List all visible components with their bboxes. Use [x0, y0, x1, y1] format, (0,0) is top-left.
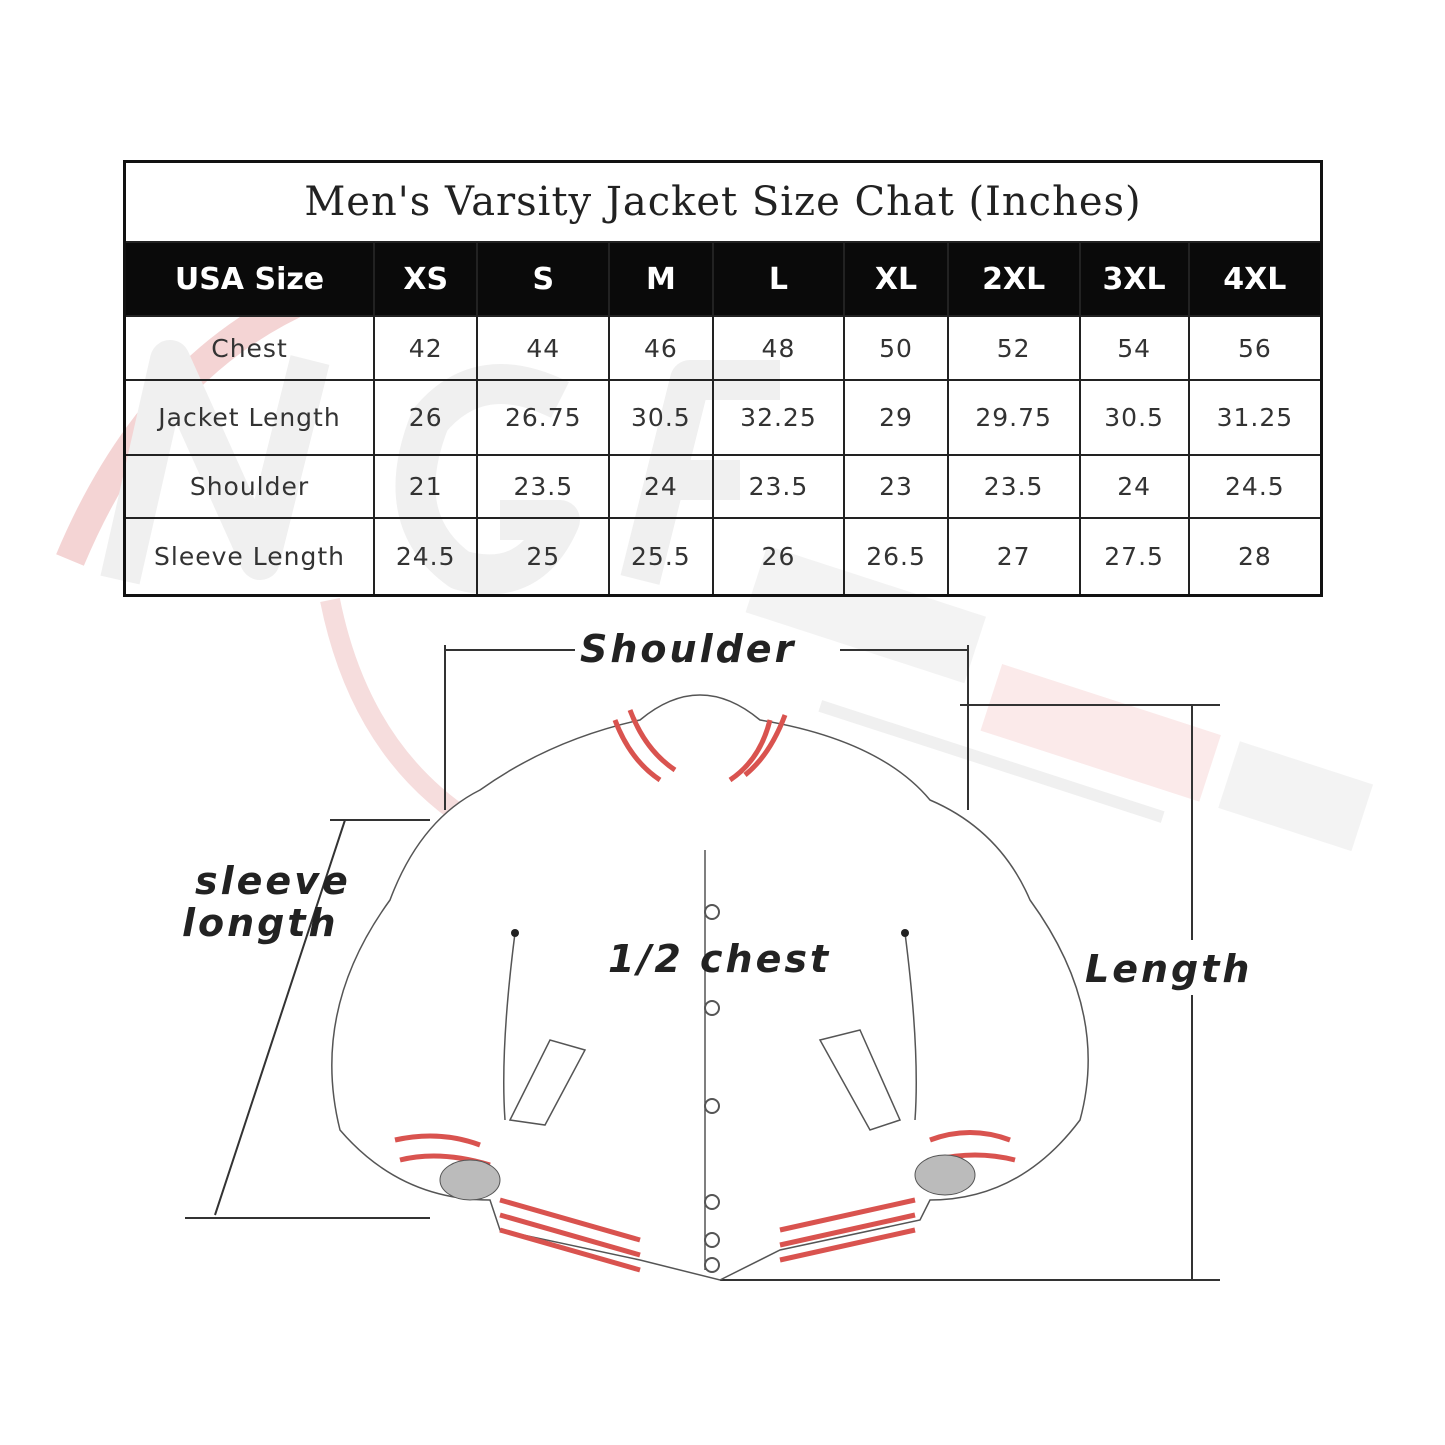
- size-chart-table: Men's Varsity Jacket Size Chat (Inches) …: [123, 160, 1323, 597]
- cell: 25: [476, 517, 611, 597]
- size-chart-title: Men's Varsity Jacket Size Chat (Inches): [123, 160, 1323, 243]
- header-row: USA Size XS S M L XL 2XL 3XL 4XL: [123, 241, 1323, 317]
- header-cell: M: [608, 241, 714, 317]
- cell: 27.5: [1078, 517, 1190, 597]
- collar-stripes: [394, 709, 1016, 1273]
- row-label: Jacket Length: [123, 379, 375, 456]
- row-label: Shoulder: [123, 454, 375, 519]
- cell: 23: [843, 454, 949, 519]
- cell: 26.75: [476, 379, 611, 456]
- cell: 30.5: [608, 379, 714, 456]
- jacket-outline: [331, 694, 1089, 1281]
- header-cell: XL: [843, 241, 949, 317]
- cell: 26.5: [843, 517, 949, 597]
- cell: 23.5: [946, 454, 1081, 519]
- cell: 26: [711, 517, 846, 597]
- cell: 31.25: [1187, 379, 1323, 456]
- cell: 50: [843, 315, 949, 381]
- cuffs: [439, 1154, 976, 1201]
- cell: 46: [608, 315, 714, 381]
- table-row: Jacket Length 26 26.75 30.5 32.25 29 29.…: [123, 379, 1323, 456]
- cell: 54: [1078, 315, 1190, 381]
- sleeve-length-label-line2: longth: [182, 901, 339, 945]
- shoulder-label: Shoulder: [580, 627, 797, 671]
- length-label: Length: [1085, 947, 1253, 991]
- table-row: Chest 42 44 46 48 50 52 54 56: [123, 315, 1323, 381]
- cell: 42: [372, 315, 479, 381]
- cell: 21: [372, 454, 479, 519]
- cell: 24.5: [372, 517, 479, 597]
- cell: 44: [476, 315, 611, 381]
- snap-buttons: [704, 904, 720, 1273]
- header-cell: L: [711, 241, 846, 317]
- table-row: Shoulder 21 23.5 24 23.5 23 23.5 24 24.5: [123, 454, 1323, 519]
- header-cell: XS: [372, 241, 479, 317]
- cell: 24: [608, 454, 714, 519]
- row-label: Chest: [123, 315, 375, 381]
- cell: 23.5: [476, 454, 611, 519]
- row-label: Sleeve Length: [123, 517, 375, 597]
- cell: 28: [1187, 517, 1323, 597]
- cell: 23.5: [711, 454, 846, 519]
- cell: 26: [372, 379, 479, 456]
- cell: 27: [946, 517, 1081, 597]
- cell: 56: [1187, 315, 1323, 381]
- header-cell: S: [476, 241, 611, 317]
- table-row: Sleeve Length 24.5 25 25.5 26 26.5 27 27…: [123, 517, 1323, 597]
- cell: 29: [843, 379, 949, 456]
- jacket-diagram: [185, 645, 1220, 1281]
- half-chest-label: 1/2 chest: [608, 937, 832, 981]
- header-cell: USA Size: [123, 241, 375, 317]
- header-cell: 2XL: [946, 241, 1081, 317]
- sleeve-length-label-line1: sleeve: [195, 859, 351, 903]
- header-cell: 3XL: [1078, 241, 1190, 317]
- cell: 52: [946, 315, 1081, 381]
- cell: 24.5: [1187, 454, 1323, 519]
- cell: 29.75: [946, 379, 1081, 456]
- cell: 24: [1078, 454, 1190, 519]
- cell: 32.25: [711, 379, 846, 456]
- cell: 48: [711, 315, 846, 381]
- cell: 30.5: [1078, 379, 1190, 456]
- header-cell: 4XL: [1187, 241, 1323, 317]
- cell: 25.5: [608, 517, 714, 597]
